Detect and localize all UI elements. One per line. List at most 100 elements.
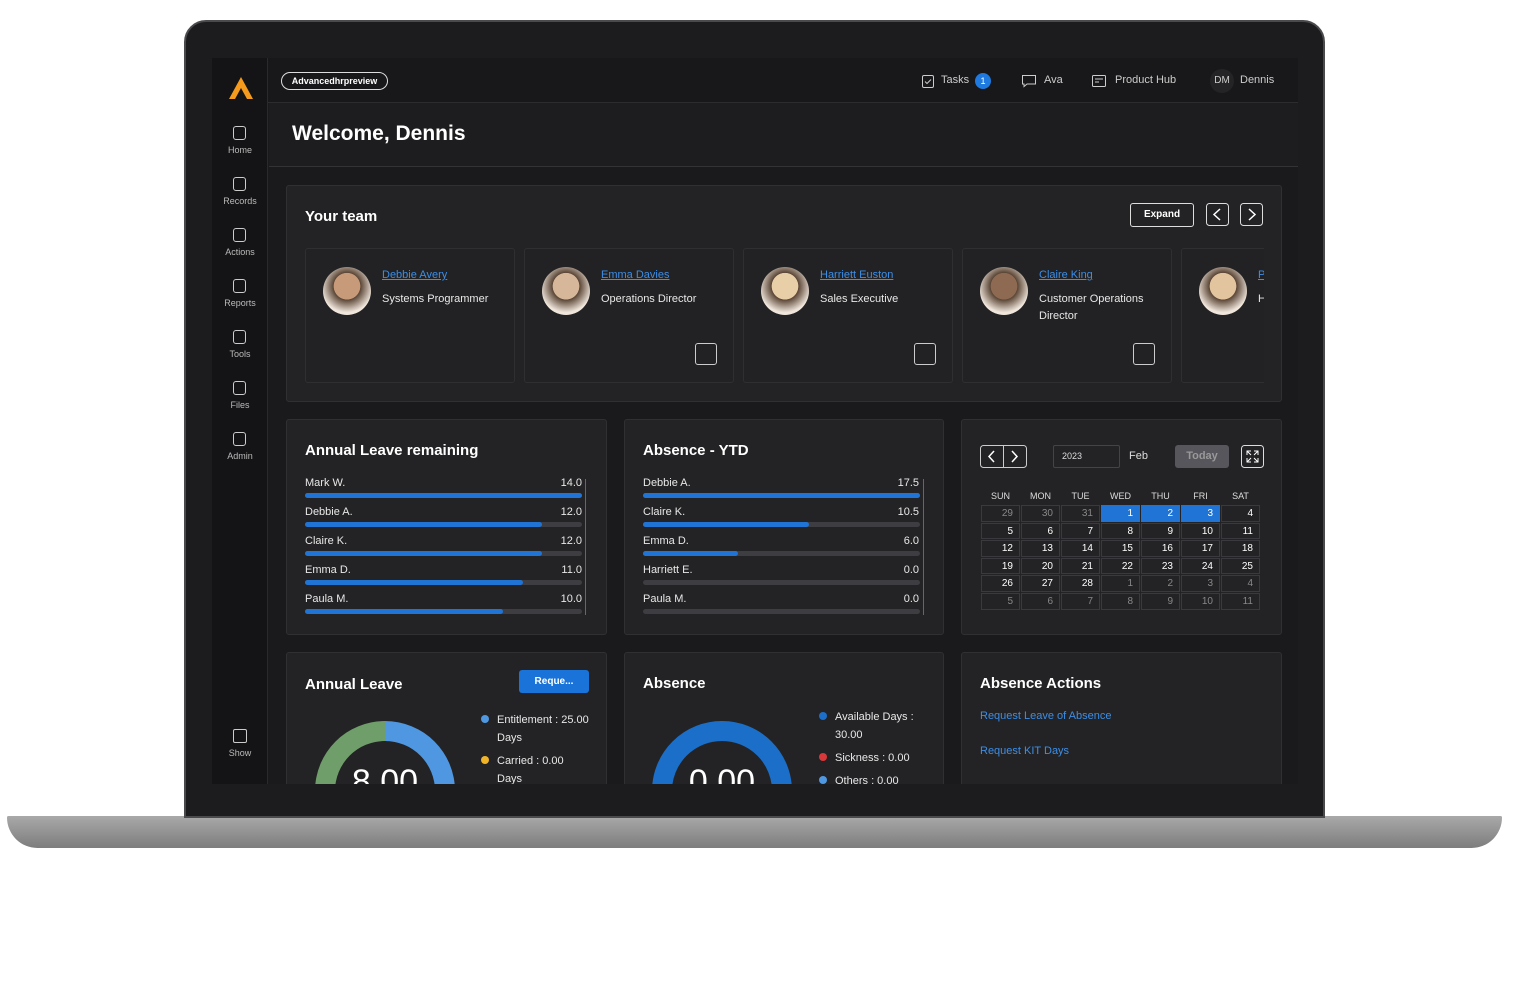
calendar-day[interactable]: 5 <box>981 522 1020 540</box>
avatar <box>980 267 1028 315</box>
nav-item[interactable]: Files <box>230 400 250 410</box>
ava-icon <box>1022 75 1036 88</box>
calendar-day[interactable]: 1 <box>1101 575 1140 592</box>
avatar <box>761 267 809 315</box>
bar <box>305 551 543 556</box>
calendar-day[interactable]: 17 <box>1181 540 1220 557</box>
calendar-day[interactable]: 6 <box>1021 522 1060 540</box>
expand-button[interactable]: Expand <box>1130 203 1194 227</box>
member-name[interactable]: Debbie Avery <box>382 269 448 281</box>
ava-link[interactable]: Ava <box>1044 74 1063 86</box>
year-select[interactable] <box>1053 445 1120 468</box>
email-button[interactable] <box>695 343 717 365</box>
calendar-day[interactable]: 13 <box>1021 540 1060 557</box>
calendar-day[interactable]: 28 <box>1061 575 1100 592</box>
user-name[interactable]: Dennis <box>1240 74 1275 86</box>
donut-center: 0.00 <box>688 763 756 784</box>
member-card: Claire King Customer Operations Director <box>962 248 1172 383</box>
calendar-day[interactable]: 4 <box>1221 505 1260 522</box>
legend-item: Carried : 0.00 Days <box>497 755 564 784</box>
calendar-day[interactable]: 14 <box>1061 540 1100 557</box>
calendar-day[interactable]: 26 <box>981 575 1020 592</box>
calendar-day[interactable]: 9 <box>1141 522 1180 540</box>
team-nav[interactable] <box>1206 203 1264 227</box>
today-button[interactable]: Today <box>1175 445 1229 468</box>
nav-item[interactable]: Actions <box>225 247 255 257</box>
member-name[interactable]: Emma Davies <box>601 269 670 281</box>
bar <box>305 609 503 614</box>
calendar-day[interactable]: 29 <box>981 505 1020 522</box>
calendar-day[interactable]: 8 <box>1101 593 1140 610</box>
nav-item[interactable]: Reports <box>224 298 256 308</box>
calendar-day[interactable]: 21 <box>1061 557 1100 575</box>
nav-item[interactable]: Tools <box>229 349 251 359</box>
member-name[interactable]: Harriett Euston <box>820 269 894 281</box>
calendar-day[interactable]: 19 <box>981 557 1020 575</box>
nav-item[interactable]: Records <box>223 196 257 206</box>
member-role: Sales Executive <box>820 293 899 305</box>
calendar-day[interactable]: 3 <box>1181 575 1220 592</box>
calendar-day[interactable]: 15 <box>1101 540 1140 557</box>
calendar-nav[interactable] <box>980 445 1027 469</box>
calendar-day[interactable]: 20 <box>1021 557 1060 575</box>
weekday: TUE <box>1071 491 1090 501</box>
email-button[interactable] <box>1133 343 1155 365</box>
calendar-day[interactable]: 10 <box>1181 522 1220 540</box>
calendar-day[interactable]: 3 <box>1181 505 1220 522</box>
legend-item: Entitlement : 25.00 Days <box>497 714 589 744</box>
calendar-day[interactable]: 7 <box>1061 593 1100 610</box>
avatar <box>1199 267 1247 315</box>
show-toggle[interactable]: Show <box>228 748 252 758</box>
member-card: Harriett Euston Sales Executive <box>743 248 953 383</box>
row-value: 12.0 <box>560 506 582 518</box>
annual-leave-card: Annual Leave Reque... 8.00 Entitlement :… <box>286 652 607 784</box>
calendar-day[interactable]: 4 <box>1221 575 1260 592</box>
tasks-link[interactable]: Tasks <box>941 74 970 86</box>
request-button[interactable]: Reque... <box>519 670 589 693</box>
leave-remaining-card: Annual Leave remaining Mark W. 14.0 Debbie… <box>286 419 607 635</box>
calendar-day[interactable]: 24 <box>1181 557 1220 575</box>
calendar-day[interactable]: 23 <box>1141 557 1180 575</box>
bar-track <box>643 551 920 556</box>
action-link[interactable]: Request KIT Days <box>980 745 1070 757</box>
email-button[interactable] <box>914 343 936 365</box>
nav-item[interactable]: Admin <box>227 451 253 461</box>
logo <box>229 77 253 99</box>
member-role: Systems Programmer <box>382 293 489 305</box>
calendar-day[interactable]: 5 <box>981 593 1020 610</box>
action-link[interactable]: Request Leave of Absence <box>980 710 1112 722</box>
calendar-day[interactable]: 22 <box>1101 557 1140 575</box>
fullscreen-button[interactable] <box>1241 445 1265 469</box>
calendar-day[interactable]: 2 <box>1141 575 1180 592</box>
month-label: Feb <box>1129 450 1148 462</box>
calendar-day[interactable]: 11 <box>1221 522 1260 540</box>
tenant-pill[interactable]: Advancedhrpreview <box>281 72 388 90</box>
product-hub-icon <box>1092 75 1106 87</box>
calendar-day[interactable]: 27 <box>1021 575 1060 592</box>
member-name[interactable]: P <box>1258 269 1264 281</box>
user-avatar[interactable]: DM <box>1210 69 1234 93</box>
calendar-day[interactable]: 8 <box>1101 522 1140 540</box>
calendar-day[interactable]: 2 <box>1141 505 1180 522</box>
calendar-day[interactable]: 9 <box>1141 593 1180 610</box>
card-title: Annual Leave remaining <box>305 442 479 459</box>
show-icon <box>233 729 247 743</box>
calendar-day[interactable]: 11 <box>1221 593 1260 610</box>
calendar-day[interactable]: 25 <box>1221 557 1260 575</box>
calendar-day[interactable]: 18 <box>1221 540 1260 557</box>
product-hub-link[interactable]: Product Hub <box>1115 74 1177 86</box>
calendar-day[interactable]: 31 <box>1061 505 1100 522</box>
donut-center: 8.00 <box>351 763 419 784</box>
calendar-day[interactable]: 7 <box>1061 522 1100 540</box>
calendar-day[interactable]: 6 <box>1021 593 1060 610</box>
weekday: MON <box>1030 491 1051 501</box>
calendar-day[interactable]: 10 <box>1181 593 1220 610</box>
calendar-day[interactable]: 12 <box>981 540 1020 557</box>
calendar-day[interactable]: 1 <box>1101 505 1140 522</box>
calendar-day[interactable]: 30 <box>1021 505 1060 522</box>
legend-dot <box>819 753 827 761</box>
calendar-day[interactable]: 16 <box>1141 540 1180 557</box>
member-name[interactable]: Claire King <box>1039 269 1093 281</box>
card-title: Annual Leave <box>305 676 403 693</box>
nav-item[interactable]: Home <box>227 145 252 155</box>
